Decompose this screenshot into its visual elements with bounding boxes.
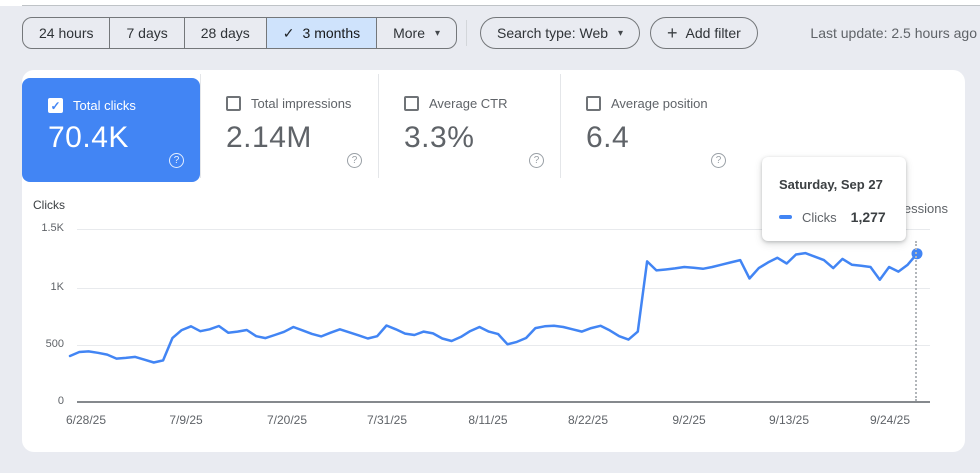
y-tick: 1.5K	[41, 222, 64, 234]
average-ctr-checkbox[interactable]	[404, 96, 419, 111]
y-tick: 0	[57, 395, 64, 407]
x-tick: 7/20/25	[266, 413, 308, 427]
x-tick: 7/31/25	[366, 413, 408, 427]
clicks-line	[68, 251, 919, 364]
metric-label: Average position	[611, 96, 708, 111]
date-range-3-months[interactable]: ✓ 3 months	[266, 18, 378, 48]
x-tick: 9/13/25	[768, 413, 810, 427]
x-tick: 9/2/25	[672, 413, 706, 427]
date-range-more-button[interactable]: More ▾	[377, 18, 456, 48]
help-icon[interactable]: ?	[169, 153, 184, 168]
help-icon[interactable]: ?	[711, 153, 726, 168]
add-filter-label: Add filter	[685, 25, 741, 41]
gridline	[77, 288, 930, 289]
clicks-line-svg	[68, 248, 923, 364]
last-update-text: Last update: 2.5 hours ago	[810, 25, 977, 41]
x-axis-line	[77, 401, 930, 403]
y-axis-title-clicks: Clicks	[33, 198, 65, 212]
chart-tooltip: Saturday, Sep 27 Clicks 1,277	[762, 157, 906, 241]
date-range-label: 7 days	[126, 25, 168, 41]
more-label: More	[393, 25, 426, 41]
date-range-7-days[interactable]: 7 days	[110, 18, 185, 48]
total-clicks-checkbox[interactable]: ✓	[48, 98, 63, 113]
search-type-label: Search type: Web	[497, 25, 609, 41]
metric-value: 6.4	[586, 121, 630, 154]
tooltip-date: Saturday, Sep 27	[779, 177, 883, 192]
search-type-dropdown[interactable]: Search type: Web ▾	[480, 17, 641, 49]
filter-toolbar: 24 hours 7 days 28 days ✓ 3 months More …	[0, 0, 980, 66]
x-tick: 9/24/25	[869, 413, 911, 427]
date-range-group: 24 hours 7 days 28 days ✓ 3 months More …	[22, 17, 458, 49]
date-range-label: 28 days	[200, 25, 250, 41]
highlight-dot	[911, 248, 923, 260]
x-tick: 8/22/25	[567, 413, 609, 427]
average-position-checkbox[interactable]	[586, 96, 601, 111]
x-tick: 8/11/25	[468, 413, 508, 427]
tile-divider	[200, 74, 201, 178]
tooltip-series-value: 1,277	[850, 209, 886, 225]
date-range-label: 3 months	[302, 25, 361, 41]
metric-value: 2.14M	[226, 121, 312, 154]
top-divider	[22, 5, 980, 6]
metric-value: 3.3%	[404, 121, 475, 154]
help-icon[interactable]: ?	[347, 153, 362, 168]
check-icon: ✓	[282, 24, 295, 41]
date-range-24-hours[interactable]: 24 hours	[23, 18, 111, 48]
metric-tile-total-impressions[interactable]: Total impressions 2.14M ?	[200, 70, 378, 182]
hover-crosshair-line	[915, 241, 917, 401]
metric-tile-average-ctr[interactable]: Average CTR 3.3% ?	[378, 70, 560, 182]
y-tick: 500	[45, 338, 64, 350]
metric-label: Average CTR	[429, 96, 508, 111]
x-tick: 6/28/25	[65, 413, 107, 427]
metric-label: Total impressions	[251, 96, 352, 111]
date-range-label: 24 hours	[39, 25, 94, 41]
help-icon[interactable]: ?	[529, 153, 544, 168]
chevron-down-icon: ▾	[435, 27, 441, 39]
check-icon: ✓	[50, 98, 61, 113]
chevron-down-icon: ▾	[618, 27, 624, 39]
x-tick: 7/9/25	[169, 413, 203, 427]
y-tick: 1K	[50, 281, 64, 293]
date-range-28-days[interactable]: 28 days	[185, 18, 267, 48]
tile-divider	[378, 74, 379, 178]
add-filter-button[interactable]: + Add filter	[650, 17, 758, 49]
performance-card: ✓ Total clicks 70.4K ? Total impressions…	[22, 70, 965, 452]
metric-tile-average-position[interactable]: Average position 6.4 ?	[560, 70, 742, 182]
clicks-chart[interactable]: Clicks Impressions 1.5K 1K 500 0 6/28/25…	[22, 157, 965, 452]
total-impressions-checkbox[interactable]	[226, 96, 241, 111]
metric-tile-total-clicks[interactable]: ✓ Total clicks 70.4K ?	[22, 78, 200, 182]
clicks-legend-dash-icon	[779, 215, 792, 219]
metric-label: Total clicks	[73, 98, 136, 113]
tooltip-series-name: Clicks	[802, 209, 837, 225]
plus-icon: +	[667, 23, 678, 43]
metric-value: 70.4K	[48, 121, 129, 154]
toolbar-divider	[466, 20, 467, 46]
tile-divider	[560, 74, 561, 178]
gridline	[77, 229, 930, 230]
gridline	[77, 345, 930, 346]
